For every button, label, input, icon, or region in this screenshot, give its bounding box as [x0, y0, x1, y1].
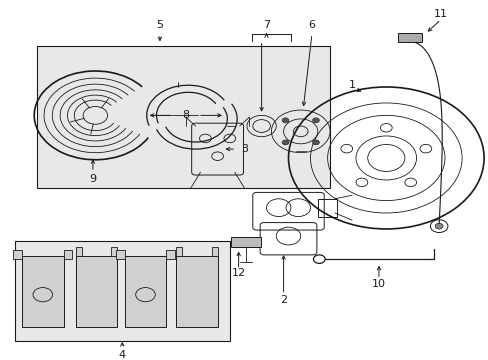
Text: 10: 10	[371, 279, 385, 289]
Text: 4: 4	[119, 350, 125, 360]
Bar	[111, 247, 117, 256]
Bar	[15, 242, 229, 341]
Circle shape	[282, 140, 288, 145]
Bar	[211, 247, 217, 256]
Circle shape	[312, 118, 319, 123]
Text: 5: 5	[156, 20, 163, 30]
Bar	[124, 256, 166, 327]
Bar	[116, 250, 124, 259]
Circle shape	[282, 118, 288, 123]
Bar	[176, 247, 182, 256]
Circle shape	[312, 140, 319, 145]
Bar	[176, 256, 217, 327]
Text: 1: 1	[348, 80, 355, 90]
Bar	[231, 237, 260, 247]
Text: 7: 7	[263, 20, 269, 30]
Text: 6: 6	[308, 20, 315, 30]
Bar	[63, 250, 72, 259]
Text: 2: 2	[280, 295, 286, 305]
Text: 9: 9	[89, 174, 96, 184]
Bar	[13, 250, 22, 259]
Text: 3: 3	[241, 144, 247, 154]
Bar	[22, 256, 63, 327]
Text: 12: 12	[231, 268, 245, 278]
Bar	[76, 256, 117, 327]
Bar	[317, 199, 337, 217]
Bar	[37, 46, 329, 188]
Bar	[76, 247, 81, 256]
Bar	[166, 250, 175, 259]
Bar	[397, 33, 421, 41]
Circle shape	[434, 223, 442, 229]
Text: 8: 8	[182, 111, 189, 120]
Text: 11: 11	[433, 9, 447, 19]
